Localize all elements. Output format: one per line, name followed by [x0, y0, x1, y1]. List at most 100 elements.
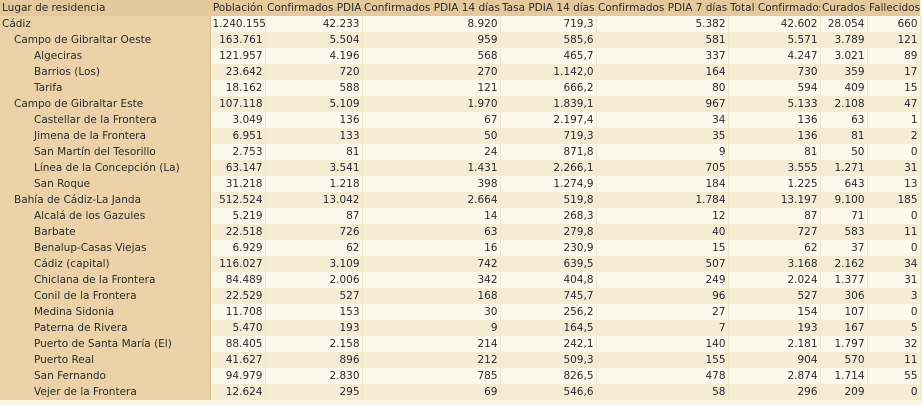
column-header: Confirmados PDIA 7 días: [596, 0, 728, 16]
place-name: Conil de la Frontera: [0, 288, 211, 304]
value-cell: 588: [265, 80, 363, 96]
value-cell: 2.158: [265, 336, 363, 352]
value-cell: 63: [820, 112, 868, 128]
table-row: San Martín del Tesorillo 2.753 81 24 871,8 9 8…: [0, 144, 921, 160]
column-header: Población: [210, 0, 265, 16]
value-cell: 185: [867, 192, 921, 208]
value-cell: 31.218: [210, 176, 266, 192]
value-cell: 5.504: [265, 32, 363, 48]
value-cell: 81: [265, 144, 363, 160]
value-cell: 2.874: [728, 368, 821, 384]
value-cell: 2.664: [362, 192, 501, 208]
value-cell: 63: [362, 224, 501, 240]
place-name: Alcalá de los Gazules: [0, 208, 211, 224]
value-cell: 164,5: [500, 320, 597, 336]
place-name: Línea de la Concepción (La): [0, 160, 211, 176]
value-cell: 42.233: [265, 16, 363, 32]
value-cell: 295: [265, 384, 363, 400]
value-cell: 519,8: [500, 192, 597, 208]
value-cell: 3.109: [265, 256, 363, 272]
value-cell: 22.529: [210, 288, 266, 304]
value-cell: 7: [596, 320, 729, 336]
value-cell: 4.247: [728, 48, 821, 64]
place-name: Benalup-Casas Viejas: [0, 240, 211, 256]
table-row: Conil de la Frontera 22.529 527 168 745,7 96 5…: [0, 288, 921, 304]
value-cell: 2.197,4: [500, 112, 597, 128]
value-cell: 2.830: [265, 368, 363, 384]
value-cell: 31: [867, 272, 921, 288]
value-cell: 32: [867, 336, 921, 352]
place-name: Campo de Gibraltar Este: [0, 96, 211, 112]
value-cell: 8.920: [362, 16, 501, 32]
value-cell: 87: [728, 208, 821, 224]
place-name: Campo de Gibraltar Oeste: [0, 32, 211, 48]
value-cell: 279,8: [500, 224, 597, 240]
value-cell: 742: [362, 256, 501, 272]
value-cell: 63.147: [210, 160, 266, 176]
value-cell: 12: [596, 208, 729, 224]
table-row: Castellar de la Frontera 3.049 136 67 2.197,…: [0, 112, 921, 128]
value-cell: 5.382: [596, 16, 729, 32]
value-cell: 89: [867, 48, 921, 64]
value-cell: 342: [362, 272, 501, 288]
column-header: Tasa PDIA 14 días: [500, 0, 596, 16]
value-cell: 62: [265, 240, 363, 256]
value-cell: 639,5: [500, 256, 597, 272]
value-cell: 87: [265, 208, 363, 224]
value-cell: 509,3: [500, 352, 597, 368]
value-cell: 167: [820, 320, 868, 336]
value-cell: 35: [596, 128, 729, 144]
value-cell: 546,6: [500, 384, 597, 400]
value-cell: 404,8: [500, 272, 597, 288]
table-row: Alcalá de los Gazules 5.219 87 14 268,3 12 87 7…: [0, 208, 921, 224]
place-name: Paterna de Rivera: [0, 320, 211, 336]
place-name: Medina Sidonia: [0, 304, 211, 320]
value-cell: 28.054: [820, 16, 868, 32]
value-cell: 116.027: [210, 256, 266, 272]
table-row: Bahía de Cádiz-La Janda 512.524 13.042 2.66…: [0, 192, 921, 208]
table-row: Benalup-Casas Viejas 6.929 62 16 230,9 15 62 37…: [0, 240, 921, 256]
value-cell: 1.240.155: [210, 16, 266, 32]
table-row: Paterna de Rivera 5.470 193 9 164,5 7 193 167 5: [0, 320, 921, 336]
table-body: Cádiz 1.240.155 42.233 8.920 719,3 5.382 42.60…: [0, 16, 921, 400]
value-cell: 27: [596, 304, 729, 320]
value-cell: 2: [867, 128, 921, 144]
value-cell: 583: [820, 224, 868, 240]
value-cell: 16: [362, 240, 501, 256]
value-cell: 58: [596, 384, 729, 400]
value-cell: 306: [820, 288, 868, 304]
table-row: Jimena de la Frontera 6.951 133 50 719,3 35 13…: [0, 128, 921, 144]
value-cell: 121: [362, 80, 501, 96]
table-row: Chiclana de la Frontera 84.489 2.006 342 404…: [0, 272, 921, 288]
value-cell: 826,5: [500, 368, 597, 384]
value-cell: 745,7: [500, 288, 597, 304]
value-cell: 136: [728, 128, 821, 144]
value-cell: 193: [265, 320, 363, 336]
table-row: Puerto de Santa María (El) 88.405 2.158 214…: [0, 336, 921, 352]
value-cell: 23.642: [210, 64, 266, 80]
place-name: Puerto Real: [0, 352, 211, 368]
value-cell: 398: [362, 176, 501, 192]
value-cell: 512.524: [210, 192, 266, 208]
value-cell: 18.162: [210, 80, 266, 96]
value-cell: 15: [867, 80, 921, 96]
table-row: Puerto Real 41.627 896 212 509,3 155 904 570 11: [0, 352, 921, 368]
value-cell: 720: [265, 64, 363, 80]
value-cell: 507: [596, 256, 729, 272]
value-cell: 249: [596, 272, 729, 288]
place-name: Barrios (Los): [0, 64, 211, 80]
value-cell: 42.602: [728, 16, 821, 32]
place-name: Tarifa: [0, 80, 211, 96]
value-cell: 409: [820, 80, 868, 96]
value-cell: 568: [362, 48, 501, 64]
value-cell: 154: [728, 304, 821, 320]
value-cell: 270: [362, 64, 501, 80]
value-cell: 2.006: [265, 272, 363, 288]
value-cell: 140: [596, 336, 729, 352]
value-cell: 133: [265, 128, 363, 144]
value-cell: 212: [362, 352, 501, 368]
value-cell: 5.109: [265, 96, 363, 112]
value-cell: 107: [820, 304, 868, 320]
place-name: Algeciras: [0, 48, 211, 64]
place-name: Vejer de la Frontera: [0, 384, 211, 400]
